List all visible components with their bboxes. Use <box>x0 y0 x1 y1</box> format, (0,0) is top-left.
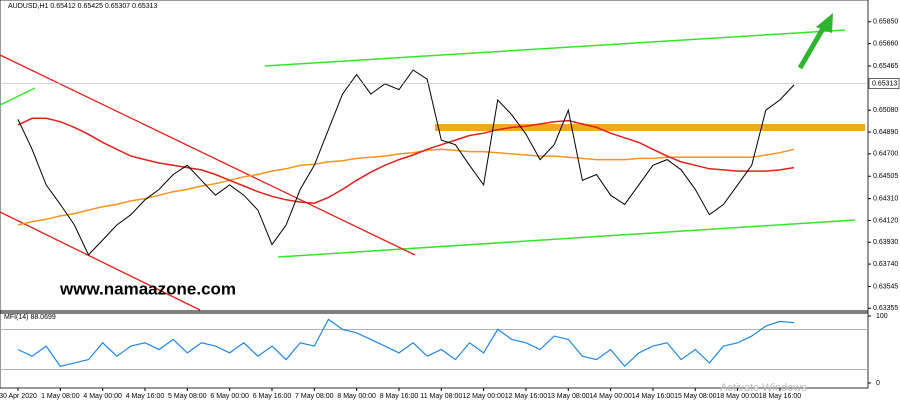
current-price-label: 0.65313 <box>872 80 897 87</box>
x-tick-label: 6 May 00:00 <box>210 393 249 400</box>
x-tick-label: 4 May 00:00 <box>83 393 122 400</box>
y-tick-label: 0.64505 <box>873 173 898 180</box>
x-tick-label: 14 May 00:00 <box>589 393 632 400</box>
channel-top <box>264 29 846 67</box>
line-series <box>17 117 795 204</box>
current-price-box <box>868 78 900 89</box>
os-notice: Activate Windows <box>720 382 807 394</box>
trend-line <box>0 87 36 106</box>
plot-frame <box>0 0 869 389</box>
y-tick-label: 0.64890 <box>873 129 898 136</box>
y-tick-label: 0.63930 <box>873 239 898 246</box>
x-tick-label: 1 May 08:00 <box>41 393 80 400</box>
y-tick-label: 0.63355 <box>873 305 898 312</box>
y-tick-label: 0.64700 <box>873 151 898 158</box>
y-tick-label: 0.63740 <box>873 261 898 268</box>
x-tick-label: 4 May 16:00 <box>126 393 165 400</box>
trend-line <box>0 211 201 311</box>
line-series <box>17 69 795 256</box>
y-tick-label: 0.63545 <box>873 283 898 290</box>
x-tick-label: 18 May 00:00 <box>716 393 759 400</box>
line-series <box>17 318 795 368</box>
y-tick-label: 0 <box>876 380 880 387</box>
y-tick-label: 0.65465 <box>873 63 898 70</box>
x-tick-label: 8 May 16:00 <box>380 393 419 400</box>
arrow <box>797 23 828 70</box>
watermark: www.namaazone.com <box>59 279 236 298</box>
x-tick-label: 11 May 08:00 <box>420 393 462 400</box>
y-tick-label: 0.65660 <box>873 40 898 47</box>
x-tick-label: 7 May 08:00 <box>295 393 334 400</box>
x-tick-label: 12 May 00:00 <box>462 393 505 400</box>
arrow-head <box>816 13 833 33</box>
x-tick-label: 30 Apr 2020 <box>0 393 37 400</box>
chart-title: AUDUSD,H1 0.65412 0.65425 0.65307 0.6531… <box>8 3 158 10</box>
trend-line <box>0 54 416 256</box>
x-tick-label: 14 May 16:00 <box>632 393 675 400</box>
y-tick-label: 0.65080 <box>873 107 898 114</box>
x-tick-label: 18 May 16:00 <box>759 393 802 400</box>
y-tick-label: 0.64120 <box>873 217 898 224</box>
x-tick-label: 13 May 08:00 <box>547 393 590 400</box>
x-tick-label: 15 May 08:00 <box>674 393 717 400</box>
indicator-title: MFI(14) 88.0699 <box>4 314 56 321</box>
y-tick-label: 0.65850 <box>873 19 898 26</box>
y-tick-label: 0.64310 <box>873 195 898 202</box>
y-tick-label: 100 <box>876 313 888 320</box>
resistance-zone <box>435 124 865 131</box>
x-tick-label: 5 May 08:00 <box>168 393 207 400</box>
x-tick-label: 6 May 16:00 <box>253 393 292 400</box>
x-tick-label: 12 May 16:00 <box>505 393 548 400</box>
x-tick-label: 8 May 00:00 <box>337 393 376 400</box>
channel-bottom <box>277 219 856 258</box>
